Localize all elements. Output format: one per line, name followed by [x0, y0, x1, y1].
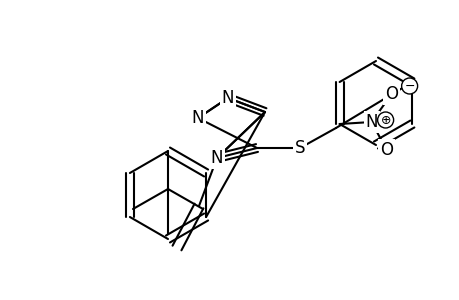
- Text: N: N: [210, 149, 223, 167]
- Text: O: O: [384, 85, 397, 103]
- Text: ⊕: ⊕: [380, 113, 390, 127]
- Text: O: O: [379, 141, 392, 159]
- Text: N: N: [191, 109, 204, 127]
- Text: N: N: [364, 113, 377, 131]
- Text: −: −: [403, 80, 414, 92]
- Text: S: S: [294, 139, 305, 157]
- Text: N: N: [221, 89, 234, 107]
